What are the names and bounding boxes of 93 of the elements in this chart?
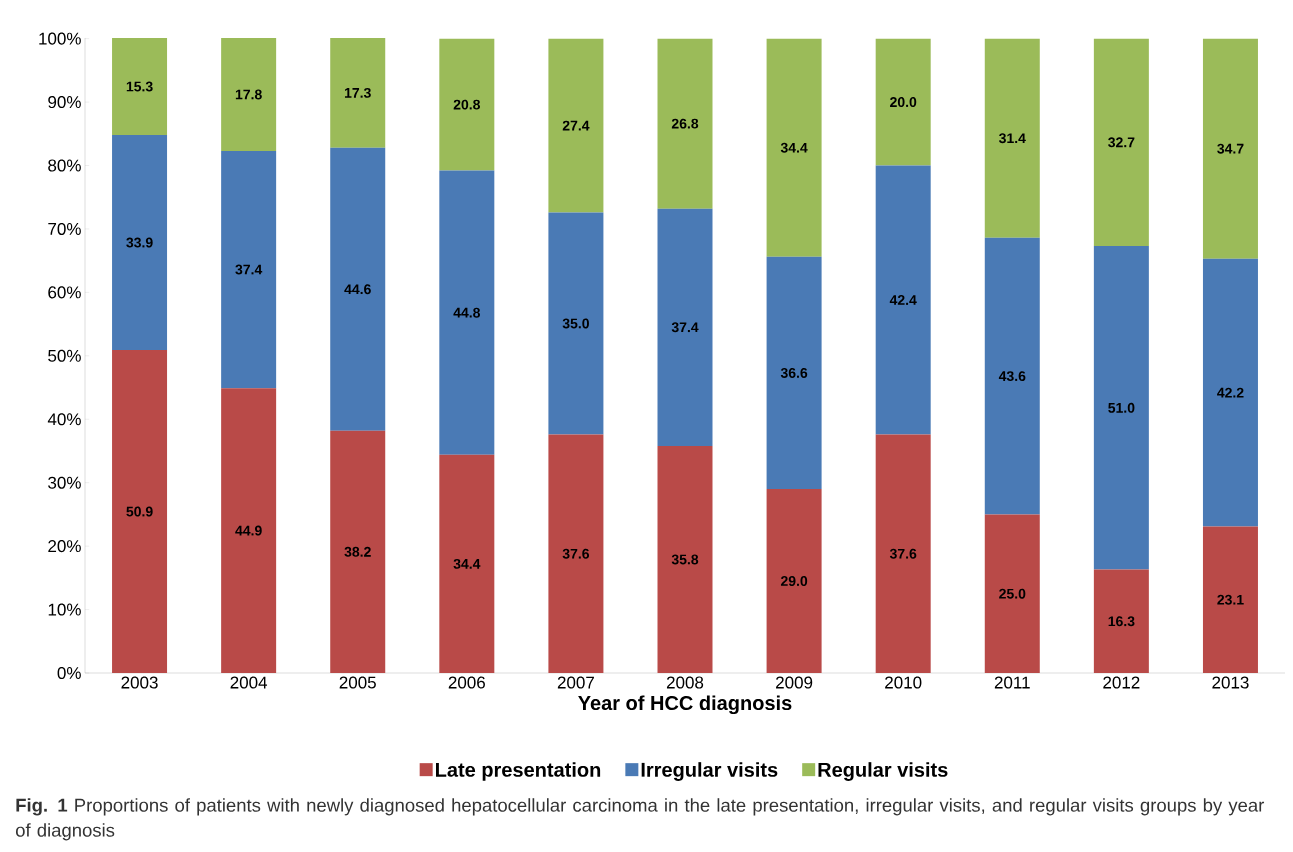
x-tick-label: 2012 [1103, 676, 1140, 689]
data-label: 37.6 [889, 548, 917, 559]
data-label: 26.8 [671, 118, 699, 129]
y-tick-label: 10% [48, 603, 81, 616]
data-label: 15.3 [126, 81, 153, 92]
bar [984, 38, 1040, 238]
bar [548, 212, 604, 435]
x-axis-title: Year of HCC diagnosis [578, 695, 792, 715]
data-label: 31.4 [998, 133, 1026, 144]
legend-label: Regular visits [818, 762, 948, 781]
y-tick-label: 50% [48, 349, 81, 362]
y-tick-label: 60% [48, 286, 81, 299]
bar [1093, 38, 1149, 247]
y-tick-label: 90% [48, 96, 81, 109]
y-tick-label: 30% [48, 476, 81, 489]
data-label: 27.4 [562, 120, 590, 131]
data-label: 44.8 [453, 307, 481, 318]
bar [766, 489, 822, 673]
legend-label: Irregular visits [641, 762, 778, 781]
data-label: 25.0 [999, 588, 1026, 599]
x-tick-label: 2008 [666, 676, 704, 689]
bar [875, 165, 931, 435]
data-label: 34.4 [453, 558, 481, 569]
data-label: 44.6 [344, 284, 371, 295]
data-label: 32.7 [1108, 137, 1135, 148]
bar [112, 37, 168, 136]
data-label: 42.4 [889, 295, 917, 305]
bar [330, 147, 386, 431]
data-label: 29.0 [780, 576, 808, 586]
bar [1093, 246, 1149, 570]
data-label: 37.4 [235, 264, 263, 275]
data-label: 17.8 [235, 89, 262, 100]
data-label: 23.1 [1217, 594, 1244, 605]
data-label: 36.6 [780, 367, 808, 378]
bar [1202, 258, 1258, 527]
y-tick-label: 80% [48, 159, 81, 172]
data-label: 34.4 [780, 142, 808, 153]
bar [548, 434, 604, 673]
bar [875, 38, 931, 166]
bar [221, 37, 277, 151]
bar [439, 38, 495, 171]
data-label: 44.9 [235, 525, 262, 536]
bar [221, 388, 277, 673]
data-label: 35.0 [562, 318, 589, 329]
x-tick-label: 2003 [121, 676, 158, 689]
x-tick-label: 2006 [448, 676, 485, 689]
x-tick-label: 2007 [557, 676, 594, 689]
bar [984, 237, 1040, 515]
bar [439, 454, 495, 673]
x-tick-label: 2011 [994, 676, 1030, 689]
bar [112, 135, 168, 351]
data-label: 37.4 [671, 322, 699, 333]
data-label: 17.3 [344, 87, 371, 98]
data-label: 50.9 [126, 506, 153, 517]
data-label: 38.2 [344, 546, 371, 557]
y-tick-label: 70% [48, 222, 81, 235]
legend-label: Late presentation [436, 762, 601, 781]
bar [112, 350, 168, 673]
y-tick-label: 0% [57, 666, 81, 680]
data-label: 51.0 [1108, 402, 1135, 413]
bar [657, 445, 713, 673]
text: Fig. 1 Proportions of patients with newly diagnosed hepatocellular carcinoma in the late presentation, irregular visits, and regular visits groups by year of diagnosis [15, 798, 1265, 841]
x-tick-label: 2004 [230, 676, 268, 689]
bar [657, 208, 713, 446]
y-tick-label: 20% [48, 540, 81, 553]
bar [1202, 526, 1258, 673]
data-label: 20.8 [453, 99, 481, 110]
data-label: 34.7 [1217, 143, 1244, 154]
x-tick-label: 2009 [776, 676, 813, 689]
bar [221, 150, 277, 389]
data-label: 37.6 [562, 548, 590, 559]
bar [1202, 38, 1258, 259]
data-label: 16.3 [1108, 616, 1135, 627]
bar [766, 38, 822, 257]
bar [330, 37, 386, 148]
y-tick-label: 40% [47, 413, 81, 426]
data-label: 42.2 [1217, 387, 1244, 398]
bar [439, 170, 495, 455]
bar [657, 38, 713, 209]
bar [548, 38, 604, 213]
x-tick-label: 2010 [885, 676, 922, 689]
data-label: 20.0 [890, 97, 917, 108]
bar [766, 256, 822, 490]
y-tick-label: 100% [39, 32, 81, 45]
data-label: 43.6 [998, 371, 1026, 382]
bar [984, 514, 1040, 673]
data-label: 33.9 [126, 237, 153, 248]
data-label: 35.8 [671, 554, 699, 565]
x-tick-label: 2013 [1212, 676, 1249, 689]
bar [875, 434, 931, 673]
x-tick-label: 2005 [339, 676, 376, 689]
bar [330, 430, 386, 673]
bar [1093, 569, 1149, 673]
